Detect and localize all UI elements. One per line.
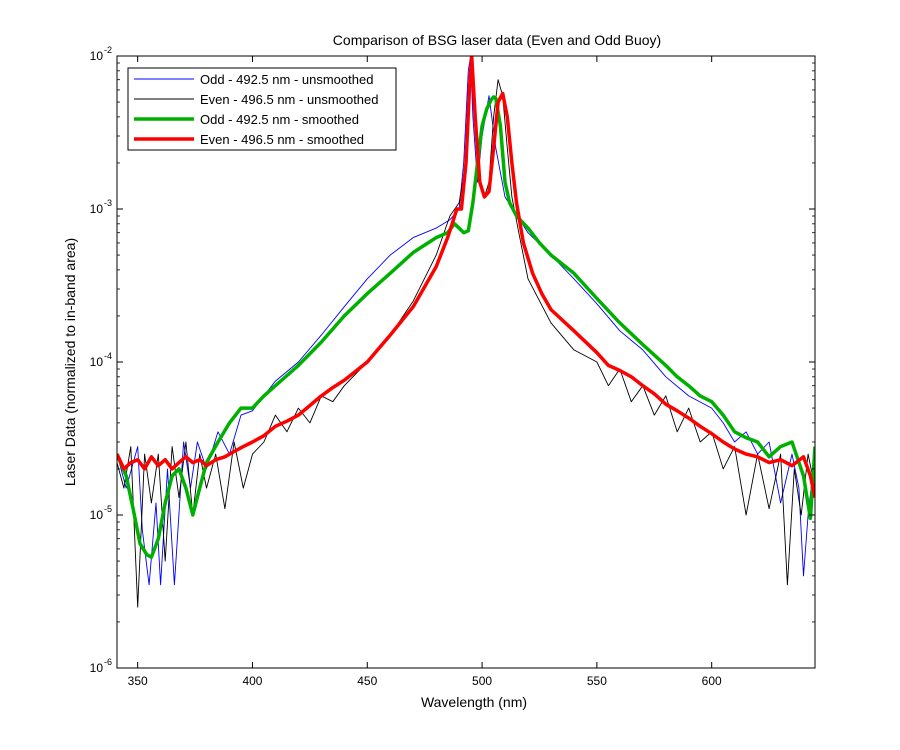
x-tick-label-1: 400 bbox=[242, 674, 262, 688]
series-line-2 bbox=[117, 95, 815, 559]
y-tick-label-0: 10 bbox=[90, 661, 104, 675]
y-tick-label-2: 10 bbox=[90, 355, 104, 369]
x-tick-label-3: 500 bbox=[472, 674, 492, 688]
legend: Odd - 492.5 nm - unsmoothed Even - 496.5 … bbox=[127, 67, 397, 151]
series-layer bbox=[117, 56, 815, 608]
legend-label-3: Even - 496.5 nm - smoothed bbox=[200, 132, 364, 147]
x-tick-label-2: 450 bbox=[357, 674, 377, 688]
y-tick-exponent-0: -6 bbox=[104, 657, 112, 667]
chart-title: Comparison of BSG laser data (Even and O… bbox=[333, 32, 661, 48]
x-tick-label-5: 600 bbox=[702, 674, 722, 688]
y-tick-exponent-1: -5 bbox=[104, 504, 112, 514]
series-line-3 bbox=[117, 56, 815, 498]
y-tick-label-4: 10 bbox=[90, 49, 104, 63]
y-tick-exponent-4: -2 bbox=[104, 45, 112, 55]
y-axis-label: Laser Data (normalized to in-band area) bbox=[62, 238, 78, 486]
y-tick-label-3: 10 bbox=[90, 202, 104, 216]
x-tick-label-0: 350 bbox=[128, 674, 148, 688]
y-tick-label-1: 10 bbox=[90, 508, 104, 522]
y-tick-exponent-2: -4 bbox=[104, 351, 112, 361]
y-tick-exponent-3: -3 bbox=[104, 198, 112, 208]
legend-label-2: Odd - 492.5 nm - smoothed bbox=[200, 112, 359, 127]
series-line-0 bbox=[117, 56, 815, 586]
series-line-1 bbox=[117, 56, 815, 608]
legend-label-1: Even - 496.5 nm - unsmoothed bbox=[200, 92, 379, 107]
x-tick-label-4: 550 bbox=[587, 674, 607, 688]
legend-box bbox=[127, 67, 397, 151]
legend-label-0: Odd - 492.5 nm - unsmoothed bbox=[200, 72, 373, 87]
x-axis-label: Wavelength (nm) bbox=[421, 694, 527, 710]
